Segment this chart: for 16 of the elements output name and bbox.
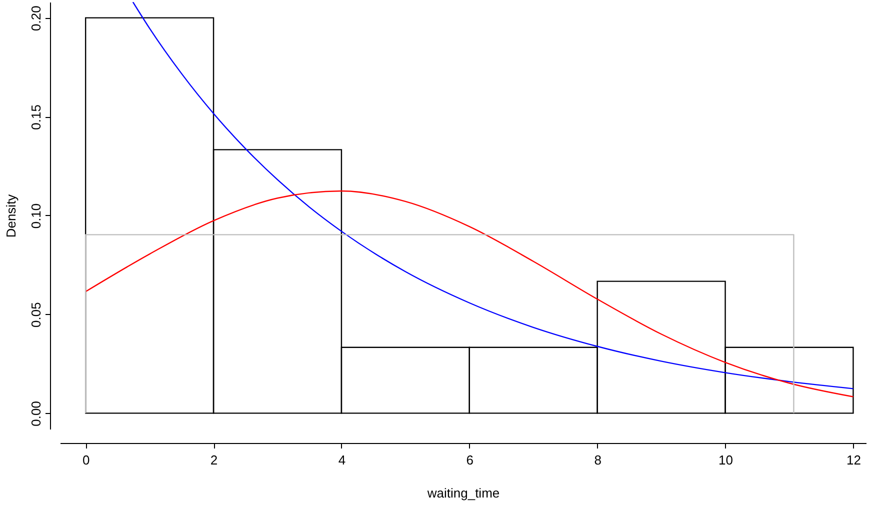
x-tick-label: 12 bbox=[846, 452, 861, 468]
y-tick-label: 0.10 bbox=[28, 203, 44, 229]
x-tick-label: 10 bbox=[718, 452, 734, 468]
x-tick-label: 0 bbox=[82, 452, 90, 468]
y-tick-label: 0.20 bbox=[28, 6, 44, 31]
x-axis-title: waiting_time bbox=[426, 486, 500, 500]
line-series bbox=[84, 190, 854, 398]
x-tick-label: 4 bbox=[338, 452, 346, 468]
line-series bbox=[132, 2, 854, 390]
y-tick-label: 0.05 bbox=[28, 302, 44, 328]
x-tick-label: 2 bbox=[210, 452, 218, 468]
y-tick-label: 0.15 bbox=[28, 104, 44, 130]
y-axis-title: Density bbox=[4, 194, 18, 238]
x-tick-label: 6 bbox=[466, 452, 474, 468]
y-tick-label: 0.00 bbox=[28, 401, 44, 426]
x-tick-label: 8 bbox=[594, 452, 602, 468]
